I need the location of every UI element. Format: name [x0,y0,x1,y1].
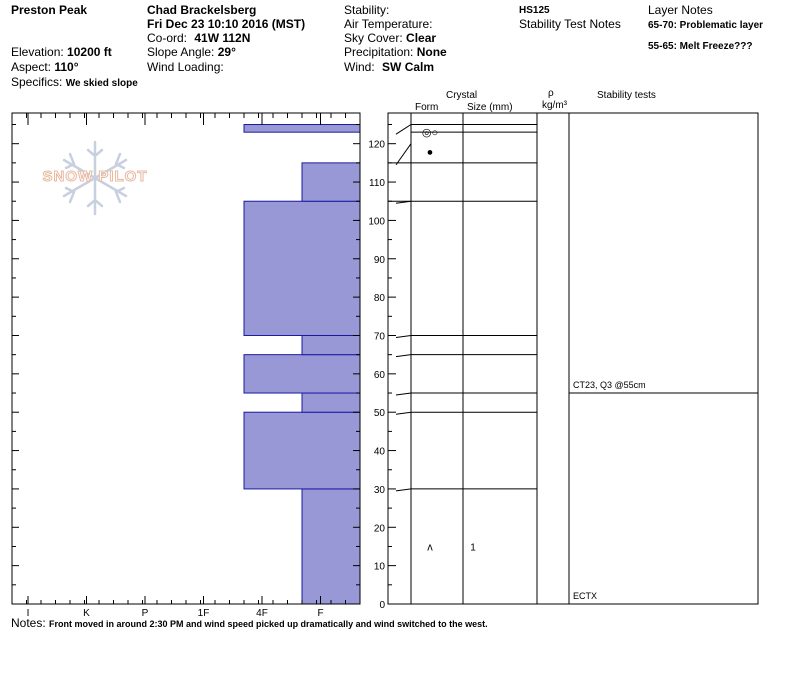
aspect-value: 110° [54,60,79,74]
hardness-bar-5 [243,200,361,336]
layer-connector [395,488,412,492]
layer-connector [395,334,412,338]
observation-datetime: Fri Dec 23 10:10 2016 (MST) [147,17,306,31]
aspect-row: Aspect: 110° [11,60,79,74]
notes-text: Front moved in around 2:30 PM and wind s… [49,619,488,629]
stability-tests-header: Stability tests [597,90,656,101]
coord-row: Co-ord: 41W 112N [147,31,250,45]
snowflake-icon [62,140,128,216]
depth-tick-label: 100 [368,216,385,227]
hardness-tick-label: P [142,608,149,619]
depth-tick-label: 0 [379,600,385,611]
specifics-row: Specifics: We skied slope [11,75,138,91]
notes-label: Notes: [11,616,46,630]
hardness-bar-3 [243,354,361,394]
depth-tick-label: 20 [374,523,386,534]
rho-header: ρ [548,88,554,99]
crystal-form-0: ◎○ [422,127,438,139]
stability-test-label-0: CT23, Q3 @55cm [573,380,646,390]
hardness-bar-4 [301,334,361,356]
hs-value: HS125 [519,5,550,16]
layer-notes-label: Layer Notes [648,3,713,17]
aspect-label: Aspect: [11,60,52,74]
hardness-bar-6 [301,162,361,202]
crystal-form-1: ● [427,146,434,158]
depth-tick-label: 70 [374,331,386,342]
layer-note-2: 55-65: Melt Freeze??? [648,41,753,52]
depth-tick-label: 90 [374,255,386,266]
hardness-tick-label: I [27,608,30,619]
slope-row: Slope Angle: 29° [147,45,236,59]
hardness-tick-label: K [83,608,90,619]
form-header: Form [415,102,439,113]
layer-connector [395,124,412,135]
wind-label: Wind: [344,60,375,74]
location-title: Preston Peak [11,3,88,17]
wind-row: Wind: SW Calm [344,60,434,74]
coord-value: 41W 112N [194,31,251,45]
notes-row: Notes: Front moved in around 2:30 PM and… [11,616,488,631]
elevation-label: Elevation: [11,45,64,59]
elevation-row: Elevation: 10200 ft [11,45,112,59]
layer-connector [395,143,412,166]
depth-tick-label: 30 [374,485,386,496]
depth-tick-label: 60 [374,370,386,381]
precip-label: Precipitation: [344,45,414,59]
depth-tick-label: 50 [374,408,386,419]
hardness-tick-label: F [317,608,323,619]
layer-connector [395,392,412,396]
hardness-bar-1 [243,411,361,490]
hardness-bar-0 [301,488,361,605]
depth-tick-label: 120 [368,140,385,151]
sky-row: Sky Cover: Clear [344,31,436,45]
hardness-tick-label: 4F [256,608,268,619]
wind-loading-label: Wind Loading: [147,60,224,74]
crystal-form-2: ʌ [427,541,433,553]
depth-tick-label: 40 [374,447,386,458]
air-temp-label: Air Temperature: [344,17,433,31]
crystal-header: Crystal [446,90,478,101]
depth-tick-label: 110 [369,178,385,189]
wind-value: SW Calm [382,60,435,74]
layer-connector [395,411,412,415]
specifics-label: Specifics: [11,75,63,89]
specifics-value: We skied slope [65,78,138,89]
elevation-value: 10200 ft [67,45,112,59]
crystal-size-2: 1 [470,542,476,553]
logo-text: SNOW PILOT [42,168,148,186]
snowpilot-logo: SNOW PILOT [30,138,160,218]
depth-tick-label: 80 [374,293,386,304]
sky-value: Clear [406,31,437,45]
size-header: Size (mm) [467,102,513,113]
stability-notes-label: Stability Test Notes [519,17,621,31]
slope-value: 29° [217,45,236,59]
precip-value: None [416,45,447,59]
profile-frame [387,112,759,605]
sky-label: Sky Cover: [344,31,403,45]
depth-tick-label: 10 [374,562,386,573]
layer-connector [395,354,412,358]
hardness-bar-8 [243,124,361,133]
observer-name: Chad Brackelsberg [147,3,257,17]
density-unit-header: kg/m³ [542,100,567,111]
stability-label: Stability: [344,3,390,17]
precip-row: Precipitation: None [344,45,447,59]
stability-test-label-1: ECTX [573,591,597,601]
hardness-bar-2 [301,392,361,413]
coord-label: Co-ord: [147,31,188,45]
hardness-tick-label: 1F [198,608,210,619]
slope-label: Slope Angle: [147,45,215,59]
layer-note-1: 65-70: Problematic layer [648,20,764,31]
